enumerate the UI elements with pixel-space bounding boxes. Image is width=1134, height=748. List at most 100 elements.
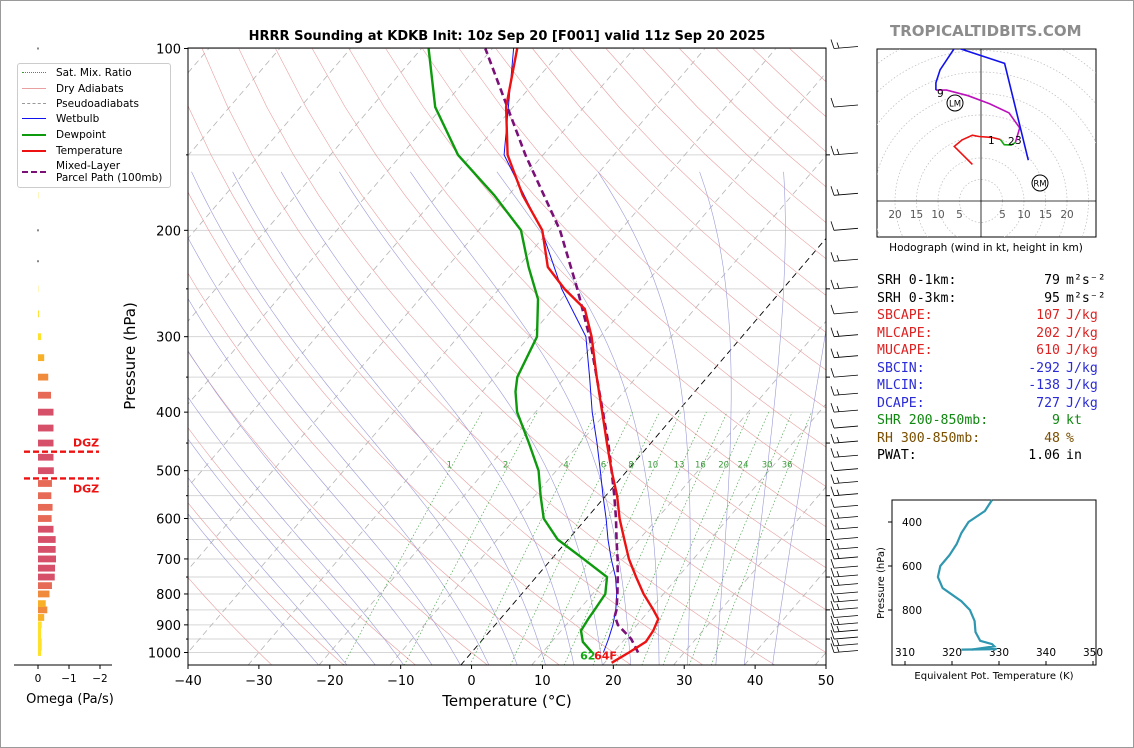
dry-adiabat — [422, 48, 826, 448]
stat-label: SRH 0-1km: — [877, 273, 957, 288]
y-tick-label: 400 — [156, 406, 181, 421]
stat-row: MUCAPE: 610 J/kg — [877, 342, 1106, 360]
isotherm — [673, 486, 826, 665]
skewt-profiles — [427, 48, 660, 664]
omega-axis-label: Omega (Pa/s) — [26, 692, 114, 707]
moist-adiabat — [188, 350, 433, 665]
wind-barb — [830, 474, 859, 484]
barb-staff — [833, 565, 859, 569]
barb-staff — [833, 643, 859, 647]
wind-barb — [830, 498, 859, 508]
hodograph-height-label: 3 — [1015, 135, 1022, 147]
wind-barb — [830, 567, 859, 578]
barb-flag — [830, 386, 835, 396]
dry-adiabat — [188, 191, 632, 665]
wind-barb — [830, 145, 859, 156]
barb-flag — [830, 367, 835, 378]
stat-row: MLCIN: -138 J/kg — [877, 377, 1106, 395]
y-tick-label: 200 — [156, 224, 181, 239]
hodograph-tick-label: 5 — [956, 209, 963, 221]
barb-staff — [833, 556, 859, 560]
x-tick-label: 40 — [747, 674, 764, 689]
wind-barb — [830, 629, 859, 640]
barb-flag — [830, 433, 835, 444]
moist-adiabat — [743, 171, 786, 665]
theta-e-xtick-label: 320 — [942, 647, 962, 659]
moist-adiabat — [188, 298, 461, 665]
barb-flag — [836, 595, 840, 602]
wind-barb — [830, 97, 859, 108]
barb-flag — [830, 576, 835, 586]
wind-barb — [830, 636, 859, 647]
hodograph-0-1km — [953, 134, 1001, 165]
wind-barb — [830, 461, 859, 472]
hodograph-caption: Hodograph (wind in kt, height in km) — [889, 242, 1083, 254]
mixing-ratio-label: 10 — [647, 461, 658, 471]
stat-row: PWAT: 1.06 in — [877, 447, 1106, 465]
mixing-ratio-label: 24 — [738, 461, 749, 471]
omega-bar — [38, 503, 53, 511]
omega-bar — [38, 545, 56, 553]
theta-e-xlabel: Equivalent Pot. Temperature (K) — [914, 671, 1073, 682]
omega-bar — [38, 600, 46, 608]
barb-flag — [836, 189, 840, 195]
barb-flag — [830, 540, 835, 550]
mixing-ratio-line — [641, 411, 751, 665]
barb-staff — [833, 392, 859, 396]
legend-label: Temperature — [56, 145, 123, 157]
stat-label: SRH 0-3km: — [877, 290, 957, 306]
omega-bar — [38, 424, 54, 432]
stat-unit: J/kg — [1066, 308, 1098, 323]
theta-e-ytick-label: 400 — [902, 517, 922, 529]
omega-bar — [38, 480, 52, 487]
wind-barb — [830, 643, 859, 653]
stat-unit: m²s⁻² — [1066, 273, 1106, 288]
barb-staff — [833, 481, 859, 484]
barb-flag — [830, 615, 835, 625]
hodograph-tick-label: 20 — [888, 209, 901, 221]
barb-flag — [836, 351, 840, 358]
legend-swatch — [22, 68, 46, 78]
y-tick-label: 600 — [156, 513, 181, 528]
barb-staff — [833, 583, 859, 587]
mixing-ratio-line — [469, 411, 597, 665]
barb-flag — [836, 255, 840, 261]
stat-label: DCAPE: — [877, 395, 925, 411]
wind-barb — [830, 549, 859, 560]
dry-adiabat — [188, 502, 345, 665]
stat-label: SBCIN: — [877, 360, 925, 376]
legend-swatch — [22, 146, 46, 156]
wind-barb — [830, 418, 859, 429]
omega-bar — [38, 408, 54, 416]
barb-flag — [830, 486, 835, 496]
mixing-ratio-label: 30 — [762, 461, 773, 471]
legend-swatch — [22, 84, 46, 94]
omega-bar — [38, 606, 48, 614]
mixing-ratio-line — [563, 411, 681, 665]
wind-barbs — [830, 39, 859, 653]
moist-adiabat — [188, 396, 405, 665]
barb-staff — [833, 629, 859, 633]
dry-adiabat — [238, 48, 826, 653]
brand-watermark: TROPICALTIDBITS.COM — [890, 22, 1082, 40]
omega-bar — [38, 573, 55, 581]
barb-staff — [833, 355, 859, 359]
hodograph-tick-label: 5 — [999, 209, 1006, 221]
stat-row: SRH 0-3km: 95 m²s⁻² — [877, 290, 1106, 308]
omega-bar — [38, 590, 50, 598]
barb-staff — [833, 227, 859, 231]
stat-row: SHR 200-850mb: 9 kt — [877, 412, 1106, 430]
isotherm — [188, 48, 493, 405]
wind-barb — [830, 39, 859, 49]
wind-barb — [830, 367, 859, 378]
moist-adiabat — [188, 237, 490, 665]
barb-flag — [830, 584, 835, 595]
barb-staff — [833, 374, 859, 378]
barb-flag — [830, 39, 835, 49]
moist-adiabat — [597, 171, 691, 665]
moist-adiabat — [191, 171, 518, 665]
mixing-ratio-line — [711, 411, 812, 665]
barb-staff — [833, 468, 859, 472]
mixing-ratio-line — [404, 411, 538, 665]
barb-staff — [833, 152, 859, 156]
